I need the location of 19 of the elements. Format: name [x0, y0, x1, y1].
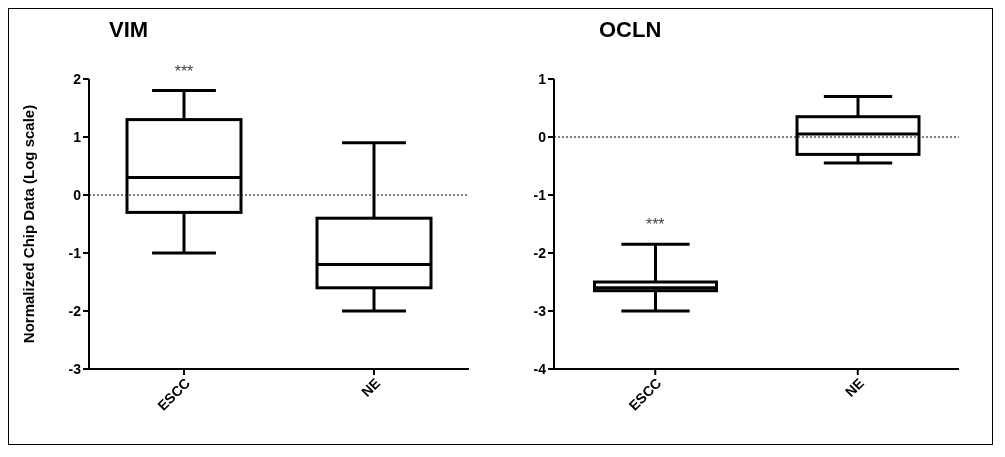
chart-title: VIM — [109, 17, 149, 43]
y-tick-label: 2 — [73, 70, 82, 87]
y-tick-label: 0 — [538, 128, 547, 145]
y-axis-title: Normalized Chip Data (Log scale) — [20, 104, 38, 344]
x-tick-label: NE — [841, 374, 867, 400]
y-tick-label: -3 — [68, 360, 82, 377]
y-tick-label: -1 — [533, 186, 547, 203]
y-tick-label: 1 — [538, 70, 547, 87]
annotation: *** — [645, 216, 665, 234]
y-tick-label: 1 — [73, 128, 82, 145]
y-tick-label: -3 — [533, 302, 547, 319]
annotation: *** — [174, 62, 194, 80]
x-tick-label: NE — [358, 374, 384, 400]
y-tick-label: -1 — [68, 244, 82, 261]
y-tick-label: 0 — [73, 186, 82, 203]
y-tick-label: -2 — [68, 302, 82, 319]
y-tick-label: -4 — [533, 360, 547, 377]
chart-title: OCLN — [599, 17, 662, 43]
y-tick-label: -2 — [533, 244, 547, 261]
